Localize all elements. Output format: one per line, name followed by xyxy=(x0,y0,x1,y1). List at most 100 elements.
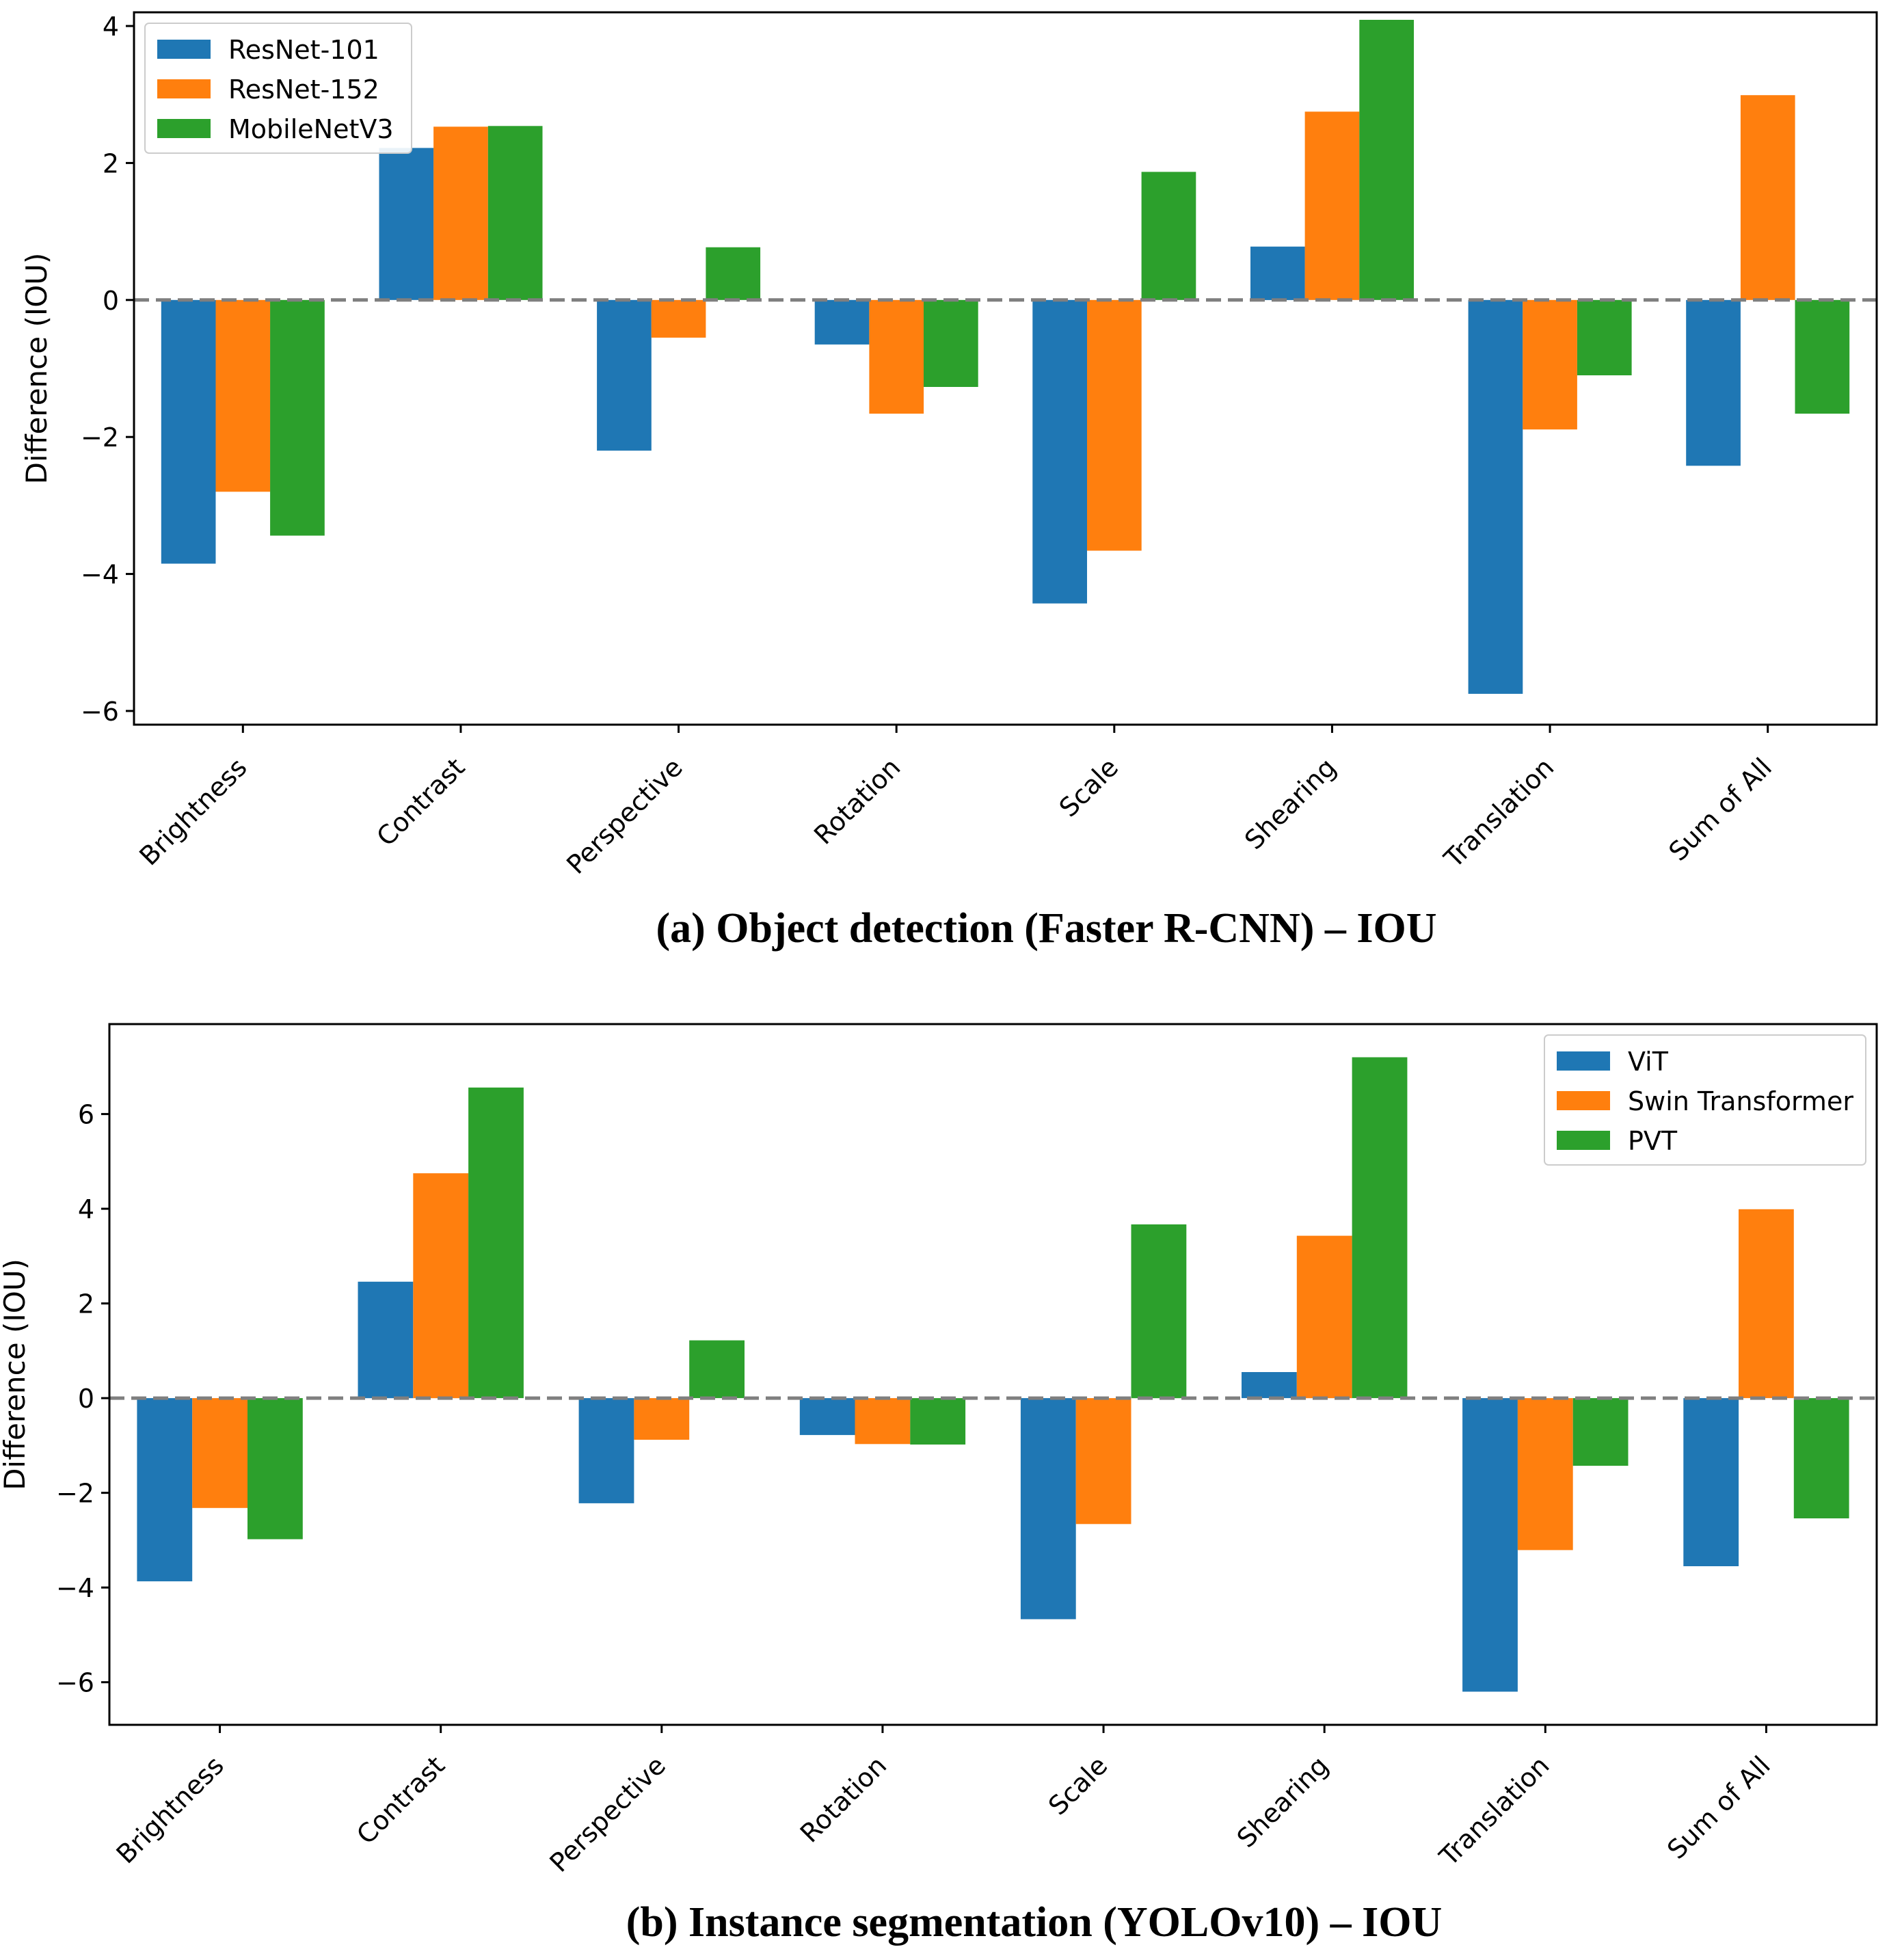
legend-entry-label: MobileNetV3 xyxy=(228,114,394,144)
x-tick-label: Scale xyxy=(1054,752,1124,822)
bar-resnet-152-shearing xyxy=(1304,111,1360,300)
bar-pvt-brightness xyxy=(247,1398,303,1540)
x-tick-label: Shearing xyxy=(1231,1750,1335,1853)
x-tick-label: Scale xyxy=(1043,1750,1113,1821)
x-tick-label: Perspective xyxy=(561,752,688,880)
chart-caption: (a) Object detection (Faster R-CNN) – IO… xyxy=(656,905,1436,952)
bar-pvt-contrast xyxy=(468,1087,524,1399)
x-tick-label: Contrast xyxy=(371,752,470,852)
x-tick-label: Rotation xyxy=(794,1750,892,1848)
legend-swatch xyxy=(1557,1051,1610,1071)
bar-mobilenetv3-shearing xyxy=(1359,20,1414,300)
bar-resnet-152-contrast xyxy=(433,126,488,300)
bar-vit-perspective xyxy=(578,1398,634,1503)
legend-swatch xyxy=(157,119,211,138)
bar-resnet-152-sum-of-all xyxy=(1740,95,1795,300)
legend-swatch xyxy=(1557,1131,1610,1150)
bar-resnet-101-rotation xyxy=(814,299,870,345)
bar-vit-brightness xyxy=(137,1398,193,1582)
bar-pvt-shearing xyxy=(1352,1057,1408,1399)
y-tick-label: −4 xyxy=(81,560,119,590)
chart-caption: (b) Instance segmentation (YOLOv10) – IO… xyxy=(626,1899,1442,1946)
legend-entry-label: ViT xyxy=(1628,1047,1669,1077)
y-axis-label: Difference (IOU) xyxy=(20,253,53,485)
bar-vit-contrast xyxy=(358,1281,414,1399)
y-tick-label: 6 xyxy=(78,1100,94,1130)
x-tick-label: Sum of All xyxy=(1661,1750,1776,1865)
bar-resnet-101-brightness xyxy=(161,299,216,564)
legend-frame xyxy=(144,23,412,154)
bar-resnet-101-perspective xyxy=(597,299,652,451)
x-tick-label: Sum of All xyxy=(1663,752,1778,867)
x-tick-label: Rotation xyxy=(808,752,906,850)
bar-resnet-101-contrast xyxy=(379,148,434,300)
x-tick-label: Brightness xyxy=(111,1750,230,1869)
bar-mobilenetv3-brightness xyxy=(270,299,325,536)
bar-vit-scale xyxy=(1020,1398,1076,1620)
bar-swin-transformer-sum-of-all xyxy=(1739,1209,1794,1399)
bar-pvt-translation xyxy=(1572,1398,1629,1466)
bar-mobilenetv3-rotation xyxy=(924,299,978,387)
plot-frame xyxy=(133,11,1878,726)
bar-resnet-152-perspective xyxy=(651,299,706,338)
y-axis-label: Difference (IOU) xyxy=(0,1259,31,1490)
x-tick-label: Translation xyxy=(1438,752,1559,874)
bar-mobilenetv3-contrast xyxy=(487,126,543,300)
bar-swin-transformer-perspective xyxy=(634,1398,690,1440)
legend-frame xyxy=(1544,1034,1866,1166)
bar-pvt-rotation xyxy=(910,1398,966,1445)
bar-resnet-152-rotation xyxy=(869,299,924,414)
bar-pvt-sum-of-all xyxy=(1793,1398,1849,1518)
x-tick-label: Brightness xyxy=(133,752,252,871)
bar-swin-transformer-scale xyxy=(1075,1398,1131,1525)
bar-swin-transformer-contrast xyxy=(413,1173,469,1399)
chart-0: 4 2 0 −2 −4 −6 Brightness Contrast Perspective Ro… xyxy=(20,11,1878,952)
legend-entry-label: Swin Transformer xyxy=(1628,1086,1853,1116)
y-tick-label: 4 xyxy=(103,12,119,42)
bar-mobilenetv3-scale xyxy=(1141,172,1196,300)
bar-resnet-101-shearing xyxy=(1250,246,1305,300)
legend-swatch xyxy=(157,40,211,59)
plot-frame xyxy=(108,1023,1878,1726)
bar-swin-transformer-brightness xyxy=(192,1398,247,1508)
bar-resnet-152-scale xyxy=(1087,299,1142,551)
bar-mobilenetv3-translation xyxy=(1577,299,1632,375)
y-tick-label: −2 xyxy=(81,422,119,453)
y-tick-label: −4 xyxy=(56,1573,94,1603)
bar-vit-shearing xyxy=(1242,1372,1297,1399)
bar-vit-rotation xyxy=(799,1398,855,1436)
y-tick-label: 2 xyxy=(78,1289,94,1319)
x-tick-label: Contrast xyxy=(351,1750,451,1850)
legend-swatch xyxy=(1557,1091,1610,1110)
bar-pvt-perspective xyxy=(689,1340,745,1399)
legend-entry-label: PVT xyxy=(1628,1126,1678,1156)
x-tick-label: Perspective xyxy=(544,1750,671,1878)
bar-vit-sum-of-all xyxy=(1683,1398,1739,1566)
bar-pvt-scale xyxy=(1131,1224,1187,1399)
y-tick-label: 0 xyxy=(78,1384,94,1414)
bar-mobilenetv3-sum-of-all xyxy=(1795,299,1850,414)
x-tick-label: Translation xyxy=(1433,1750,1555,1872)
legend: ViT Swin Transformer PVT xyxy=(1544,1034,1866,1166)
legend-entry-label: ResNet-152 xyxy=(228,75,379,105)
bar-resnet-101-scale xyxy=(1032,299,1087,604)
chart-1: 6 4 2 0 −2 −4 −6 Brightness Contrast Perspective R… xyxy=(0,1023,1878,1946)
y-tick-label: −6 xyxy=(56,1668,94,1698)
bar-mobilenetv3-perspective xyxy=(706,247,761,300)
y-tick-label: −2 xyxy=(56,1479,94,1509)
bar-resnet-152-brightness xyxy=(215,299,271,492)
bar-resnet-101-translation xyxy=(1468,299,1523,694)
y-tick-label: 4 xyxy=(78,1194,94,1224)
y-tick-label: 2 xyxy=(103,148,119,178)
legend: ResNet-101 ResNet-152 MobileNetV3 xyxy=(144,23,412,154)
bar-swin-transformer-shearing xyxy=(1296,1235,1352,1399)
bar-swin-transformer-rotation xyxy=(855,1398,911,1445)
bar-vit-translation xyxy=(1462,1398,1518,1692)
bar-resnet-152-translation xyxy=(1523,299,1577,430)
y-tick-label: −6 xyxy=(81,697,119,727)
legend-entry-label: ResNet-101 xyxy=(228,35,379,65)
y-tick-label: 0 xyxy=(103,286,119,316)
bar-swin-transformer-translation xyxy=(1517,1398,1573,1550)
legend-swatch xyxy=(157,79,211,98)
